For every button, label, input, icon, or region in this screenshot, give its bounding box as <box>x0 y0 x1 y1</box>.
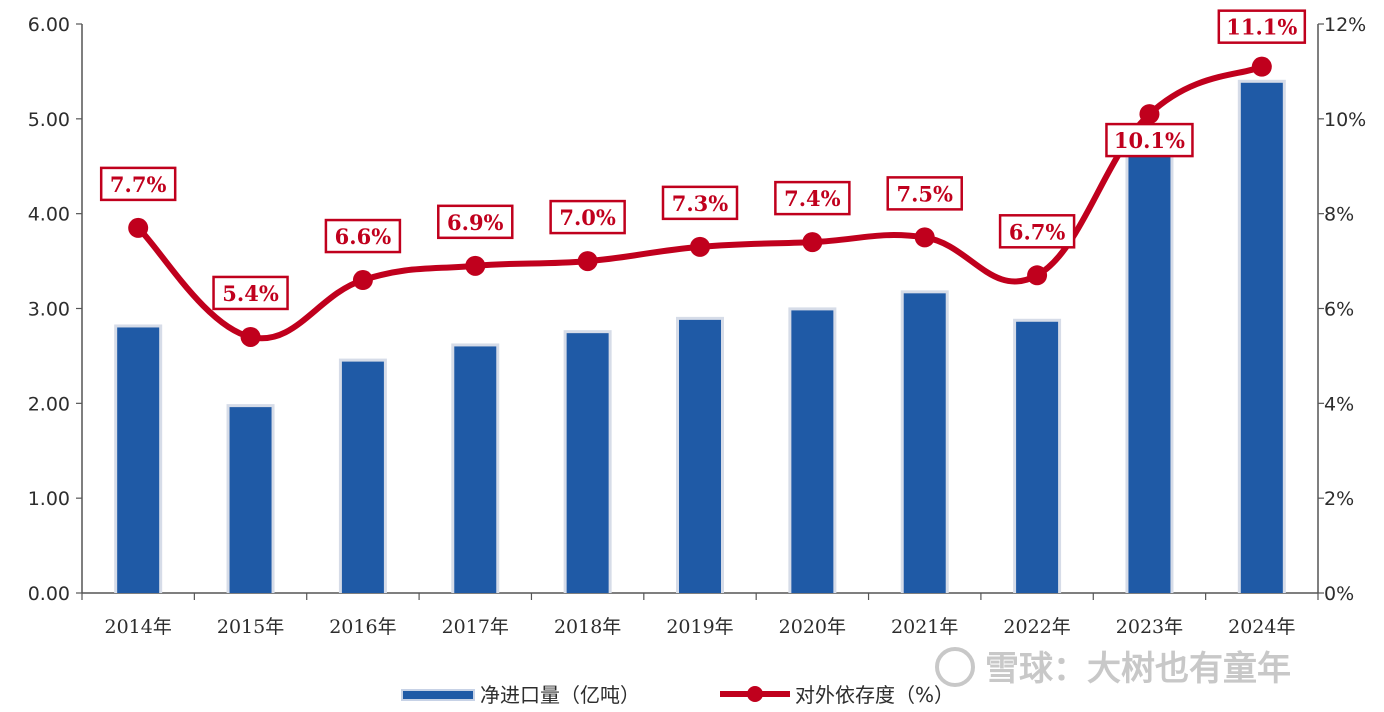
line-point <box>1027 265 1048 286</box>
y-left-tick-label: 2.00 <box>28 393 70 415</box>
data-label-text: 7.0% <box>559 205 616 230</box>
data-label-text: 7.7% <box>110 172 167 197</box>
legend-bar-label: 净进口量（亿吨） <box>480 683 640 707</box>
y-right-tick-label: 2% <box>1324 488 1354 510</box>
bar <box>566 333 609 593</box>
data-label: 7.4% <box>774 180 851 216</box>
bar <box>117 327 160 593</box>
x-tick-label: 2022年 <box>1003 616 1070 638</box>
data-labels: 7.7% 5.4% 6.6% 6.9% 7.0% 7.3% 7.4% 7.5% 6.7% 10.1… <box>99 9 1307 311</box>
data-label: 10.1% <box>1105 122 1194 158</box>
data-label-box <box>998 214 1076 249</box>
data-label: 11.1% <box>1217 9 1307 44</box>
y-right-tick-label: 8% <box>1324 204 1354 226</box>
bar <box>341 361 384 593</box>
line-point <box>128 217 149 238</box>
line-point <box>465 255 486 276</box>
watermark-text: 雪球：大树也有童年 <box>985 649 1291 689</box>
watermark: 雪球：大树也有童年 <box>935 647 1291 689</box>
x-tick-label: 2017年 <box>442 616 509 638</box>
legend-line-label: 对外依存度（%） <box>795 683 954 707</box>
bar <box>454 346 497 593</box>
y-left-tick-label: 0.00 <box>28 583 70 605</box>
bar <box>1128 154 1171 593</box>
bar <box>1016 321 1059 593</box>
y-left-tick-label: 4.00 <box>28 204 70 226</box>
data-label-text: 5.4% <box>222 281 279 306</box>
legend: 净进口量（亿吨） 对外依存度（%） <box>401 683 954 707</box>
data-label-box <box>324 218 402 254</box>
data-label: 6.9% <box>437 204 514 240</box>
data-label: 5.4% <box>212 275 289 311</box>
line-point <box>1139 104 1160 125</box>
x-tick-label: 2016年 <box>329 616 396 638</box>
ratio-line <box>128 56 1272 347</box>
data-label-text: 7.3% <box>672 191 729 216</box>
line-point <box>802 232 823 253</box>
y-right-tick-label: 0% <box>1324 583 1354 605</box>
data-label-box <box>774 180 851 216</box>
y-left-tick-label: 6.00 <box>28 14 70 36</box>
x-tick-label: 2020年 <box>779 616 846 638</box>
data-label: 7.0% <box>549 199 626 235</box>
data-label-text: 7.5% <box>896 181 953 206</box>
x-tick-label: 2019年 <box>666 616 733 638</box>
y-right-tick-label: 6% <box>1324 299 1354 321</box>
data-label-box <box>661 185 739 221</box>
bar <box>229 407 272 593</box>
watermark-logo-icon <box>935 647 975 687</box>
data-label-box <box>437 204 514 240</box>
data-label-text: 7.4% <box>784 186 841 211</box>
y-right-tick-label: 4% <box>1324 393 1354 415</box>
legend-bar-swatch <box>401 689 475 701</box>
x-tick-label: 2024年 <box>1228 616 1295 638</box>
data-label-text: 6.9% <box>447 210 504 235</box>
y-left-tick-label: 3.00 <box>28 299 70 321</box>
y-left-tick-label: 1.00 <box>28 488 70 510</box>
data-label: 7.3% <box>661 185 739 221</box>
line-point <box>1251 56 1272 77</box>
x-tick-label: 2015年 <box>217 616 284 638</box>
axes: 0.00 1.00 2.00 3.00 4.00 5.00 6.00 0% 2% 4% 6% 8% 10… <box>28 14 1367 638</box>
data-label-text: 10.1% <box>1114 128 1185 153</box>
line-point <box>914 227 935 248</box>
data-label-text: 6.7% <box>1009 219 1066 244</box>
bars <box>114 79 1286 594</box>
data-label-box <box>886 176 963 211</box>
data-label-box <box>549 199 626 235</box>
data-label-text: 11.1% <box>1226 15 1297 40</box>
line-point <box>352 270 373 291</box>
data-label-box <box>1217 9 1307 44</box>
data-label-box <box>1105 122 1194 158</box>
y-right-tick-label: 12% <box>1324 14 1366 36</box>
x-tick-label: 2021年 <box>891 616 958 638</box>
line-point <box>240 326 261 347</box>
bar <box>791 310 834 593</box>
data-label-text: 6.6% <box>335 224 392 249</box>
y-right-tick-label: 10% <box>1324 109 1366 131</box>
data-label: 6.6% <box>324 218 402 254</box>
bar <box>903 293 946 593</box>
data-label: 6.7% <box>998 214 1076 249</box>
data-label-box <box>99 166 177 202</box>
line-point <box>577 251 598 272</box>
x-tick-label: 2023年 <box>1116 616 1183 638</box>
line-point <box>690 236 710 257</box>
legend-line-marker <box>747 686 763 702</box>
bar <box>679 319 721 593</box>
x-tick-label: 2014年 <box>105 616 172 638</box>
data-label-box <box>212 275 289 311</box>
data-label: 7.7% <box>99 166 177 202</box>
data-label: 7.5% <box>886 176 963 211</box>
y-left-tick-label: 5.00 <box>28 109 70 131</box>
x-tick-label: 2018年 <box>554 616 621 638</box>
bar <box>1240 82 1283 594</box>
